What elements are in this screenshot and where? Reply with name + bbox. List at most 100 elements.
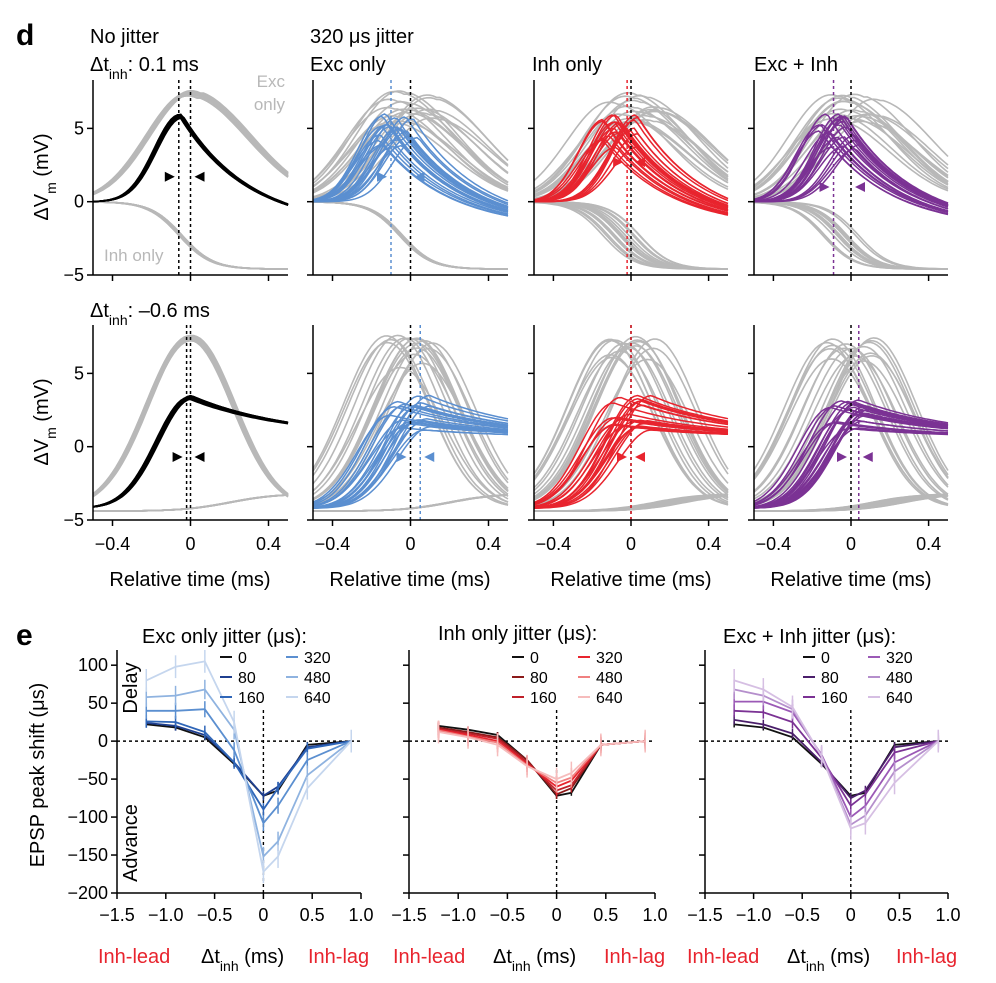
colored-trace: [312, 402, 509, 509]
colored-trace: [753, 124, 949, 214]
x-tick-label: −0.4: [536, 534, 572, 554]
trace-panel-r1-c1: 5 0 −5: [63, 80, 289, 285]
gray-trace: [312, 121, 509, 192]
legend-label: 80: [821, 670, 839, 687]
gray-inh-trace: [312, 494, 509, 512]
trace-panel-r1-c3: [528, 80, 729, 281]
d-xlabel-3: Relative time (ms): [550, 569, 711, 591]
x-tick-label: −1.5: [391, 905, 427, 925]
e-xlabel-3: Δtinh (ms): [787, 946, 870, 974]
x-tick-label: 0.4: [256, 534, 281, 554]
inh-lead-3: Inh-lead: [687, 946, 759, 968]
colored-trace: [533, 423, 729, 506]
x-tick-label: 0.4: [696, 534, 721, 554]
trace-panel-r1-c4: [748, 80, 949, 281]
annotation-inh-only: Inh only: [104, 246, 164, 265]
colored-trace: [312, 126, 509, 210]
colored-trace: [533, 413, 729, 508]
d-ylabel-row2: ΔVm (mV): [31, 378, 59, 465]
e-title-both: Exc + Inh jitter (μs):: [723, 626, 896, 648]
legend-label: 320: [304, 650, 331, 667]
inh-lag-2: Inh-lag: [604, 946, 665, 968]
gray-trace: [533, 345, 729, 500]
y-tick-label: −5: [63, 510, 84, 530]
x-tick-label: −1.0: [148, 905, 184, 925]
y-tick-label: 0: [74, 192, 84, 212]
colored-trace: [312, 406, 509, 509]
legend-label: 160: [821, 690, 848, 707]
trace-panel-r2-c3: −0.4 0 0.4: [528, 325, 729, 554]
legend-label: 80: [530, 670, 548, 687]
colored-trace: [753, 409, 949, 509]
arrowhead-right: [377, 171, 387, 182]
legend-label: 640: [596, 690, 623, 707]
title-exc-inh: Exc + Inh: [754, 54, 838, 76]
arrowhead-right: [819, 182, 830, 193]
x-tick-label: −1.0: [440, 905, 476, 925]
d-xlabel-2: Relative time (ms): [329, 569, 490, 591]
x-tick-label: 1.0: [642, 905, 667, 925]
x-tick-label: 0: [405, 534, 415, 554]
gray-trace: [312, 338, 509, 500]
arrowhead-left: [635, 157, 645, 168]
colored-trace: [312, 423, 509, 509]
gray-inh-trace: [312, 201, 509, 270]
x-tick-label: −1.5: [687, 905, 723, 925]
x-tick-label: 0.4: [476, 534, 501, 554]
x-tick-label: −1.0: [736, 905, 772, 925]
legend-label: 480: [304, 670, 331, 687]
d-xlabel-1: Relative time (ms): [109, 569, 270, 591]
title-inh-only: Inh only: [532, 54, 602, 76]
x-tick-label: −0.5: [197, 905, 233, 925]
y-tick-label: 5: [74, 118, 84, 138]
x-tick-label: 0: [552, 905, 562, 925]
panel-letter-d: d: [16, 19, 34, 52]
arrowhead-left: [635, 451, 645, 462]
gray-inh-trace: [312, 201, 508, 270]
annotation-only: only: [254, 95, 286, 114]
gray-trace: [312, 341, 509, 506]
gray-inh-trace: [312, 201, 509, 270]
advance-label: Advance: [120, 804, 142, 882]
x-tick-label: 0: [846, 905, 856, 925]
gray-trace: [92, 335, 289, 497]
gray-inh-trace: [754, 201, 948, 270]
gray-inh-trace: [312, 201, 509, 270]
gray-trace: [533, 346, 729, 499]
colored-trace: [92, 117, 289, 206]
gray-trace: [92, 94, 289, 194]
legend-label: 480: [596, 670, 623, 687]
gray-inh-trace: [312, 201, 509, 270]
trace-panel-r2-c2: −0.4 0 0.4: [307, 325, 509, 554]
series-line: [734, 700, 939, 819]
colored-trace: [753, 422, 949, 505]
d-ylabel-row1: ΔVm (mV): [31, 133, 59, 220]
y-tick-label: −5: [63, 265, 84, 285]
x-tick-label: 0: [258, 905, 268, 925]
e-xlabel-2: Δtinh (ms): [493, 946, 576, 974]
series-line: [734, 709, 939, 808]
legend-label: 80: [238, 670, 256, 687]
gray-inh-trace: [312, 201, 509, 270]
series-line: [734, 688, 939, 827]
annotation-exc: Exc: [257, 72, 286, 91]
gray-inh-trace: [312, 201, 508, 270]
gray-inh-trace: [93, 494, 289, 512]
x-tick-label: 1.0: [935, 905, 960, 925]
series-line: [145, 660, 352, 874]
colored-trace: [753, 400, 949, 508]
colored-trace: [533, 422, 729, 509]
x-tick-label: −0.4: [756, 534, 792, 554]
delay-label: Delay: [120, 662, 142, 713]
gray-trace: [312, 115, 509, 191]
trace-panel-r2-c4: −0.4 0 0.4: [748, 325, 949, 554]
x-tick-label: 0.5: [593, 905, 618, 925]
y-tick-label: 0: [98, 731, 108, 751]
x-tick-label: 1.0: [348, 905, 373, 925]
arrowhead-left: [414, 171, 425, 182]
inh-lag-1: Inh-lag: [308, 946, 369, 968]
trace-panel-r1-c2: [307, 80, 509, 281]
x-tick-label: −1.5: [99, 905, 135, 925]
colored-trace: [92, 116, 289, 207]
